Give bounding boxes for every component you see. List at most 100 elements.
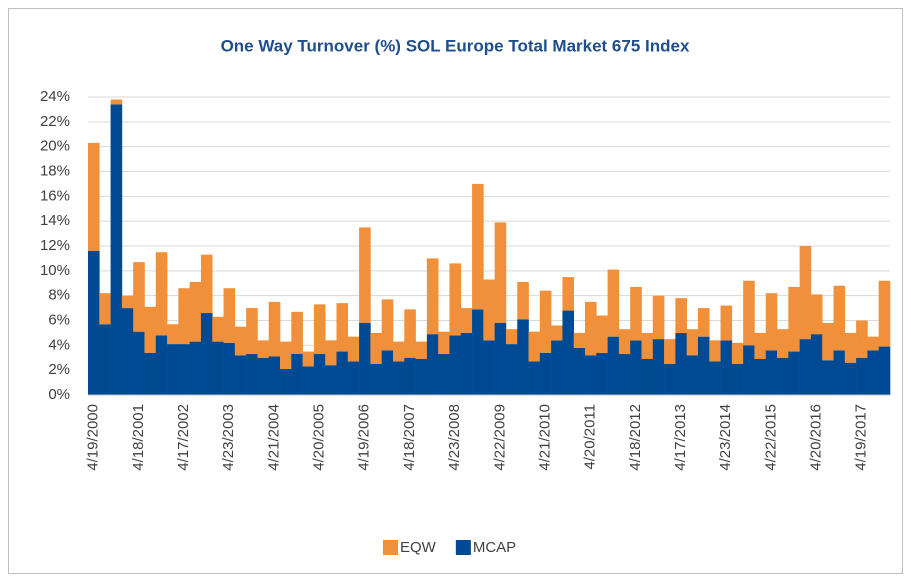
bar-segment (810, 334, 823, 395)
bar-segment (381, 299, 394, 351)
bar-segment (88, 142, 100, 251)
bar-segment (167, 324, 179, 345)
bar-segment (517, 282, 529, 320)
x-tick-label: 4/20/2005 (311, 404, 328, 471)
bar-segment (483, 340, 495, 395)
x-tick-label: 4/20/2011 (582, 404, 599, 470)
bar-segment (167, 344, 179, 395)
y-tick-label: 4% (48, 336, 70, 353)
bar-segment (765, 293, 778, 351)
bar-segment (618, 329, 631, 355)
bar-segment (641, 358, 654, 395)
bar-segment (302, 366, 315, 395)
bar-segment (641, 332, 654, 359)
bar-segment (867, 350, 880, 395)
y-tick-label: 8% (48, 287, 70, 304)
bar-segment (144, 306, 157, 353)
bar-segment (697, 308, 710, 337)
bar-segment (596, 315, 608, 353)
bar-segment (392, 341, 405, 362)
bar-segment (110, 104, 123, 395)
bar-segment (822, 322, 834, 361)
bar-segment (325, 365, 337, 395)
bar-segment (607, 269, 620, 337)
bar-segment (246, 308, 258, 355)
bar-segment (155, 252, 168, 336)
bar-segment (833, 285, 846, 351)
x-tick-label: 4/19/2000 (85, 404, 102, 471)
bar-segment (212, 341, 224, 395)
bar-segment (607, 336, 620, 395)
bar-segment (133, 262, 145, 332)
bar-segment (709, 340, 721, 362)
bar-segment (596, 352, 608, 395)
x-tick-label: 4/21/2010 (536, 404, 553, 471)
x-tick-label: 4/23/2003 (220, 404, 237, 471)
bar-segment (189, 341, 202, 395)
bar-segment (686, 355, 699, 395)
bar-segment (844, 332, 857, 363)
bar-segment (110, 99, 123, 105)
bar-segment (336, 303, 349, 352)
bar-segment (426, 334, 439, 395)
bar-segment (754, 358, 767, 395)
bar-segment (731, 342, 744, 364)
bar-segment (268, 356, 281, 395)
legend-label: MCAP (473, 539, 516, 556)
bar-segment (189, 282, 202, 342)
bar-segment (99, 293, 111, 325)
bar-segment (777, 357, 789, 395)
bar-segment (426, 258, 439, 335)
bar-segment (799, 339, 812, 395)
bar-segment (178, 344, 190, 395)
x-tick-label: 4/20/2016 (808, 404, 825, 471)
bar-segment (280, 368, 292, 395)
bar-segment (155, 335, 168, 395)
bar-segment (280, 341, 292, 369)
bar-segment (664, 363, 676, 395)
bar-segment (438, 331, 450, 355)
bar-segment (664, 339, 676, 364)
bar-segment (799, 246, 812, 340)
y-tick-label: 16% (40, 187, 70, 204)
legend-swatch (455, 540, 471, 555)
bar-segment (765, 350, 778, 395)
bar-segment (585, 355, 597, 395)
bar-segment (856, 357, 868, 395)
bar-segment (234, 355, 247, 395)
bar-segment (392, 361, 405, 395)
bar-segment (212, 316, 224, 342)
bar-segment (200, 313, 213, 395)
bar-segment (370, 363, 382, 395)
y-tick-label: 18% (40, 162, 70, 179)
y-tick-label: 14% (40, 212, 70, 229)
bar-segment (754, 332, 767, 359)
y-tick-label: 0% (48, 386, 70, 403)
bar-segment (720, 305, 733, 341)
y-tick-label: 24% (40, 88, 70, 105)
bar-segment (121, 308, 134, 395)
x-tick-label: 4/19/2006 (356, 404, 373, 471)
bar-segment (438, 354, 450, 395)
bar-segment (88, 250, 100, 395)
bar-segment (246, 354, 258, 395)
bar-segment (449, 263, 462, 336)
bar-segment (257, 357, 270, 395)
bar-segment (313, 354, 326, 395)
bar-segment (788, 351, 800, 395)
bar-segment (573, 347, 586, 395)
bar-segment (551, 340, 563, 395)
bar-segment (856, 320, 868, 358)
bar-segment (652, 295, 665, 340)
y-tick-label: 22% (40, 113, 70, 130)
bar-segment (551, 325, 563, 341)
bar-segment (325, 340, 337, 366)
bar-segment (472, 183, 484, 310)
bar-segment (347, 336, 360, 362)
bar-segment (257, 340, 270, 358)
bar-segment (709, 361, 721, 395)
bar-segment (539, 352, 552, 395)
legend-swatch (383, 540, 398, 555)
bar-segment (494, 222, 507, 323)
